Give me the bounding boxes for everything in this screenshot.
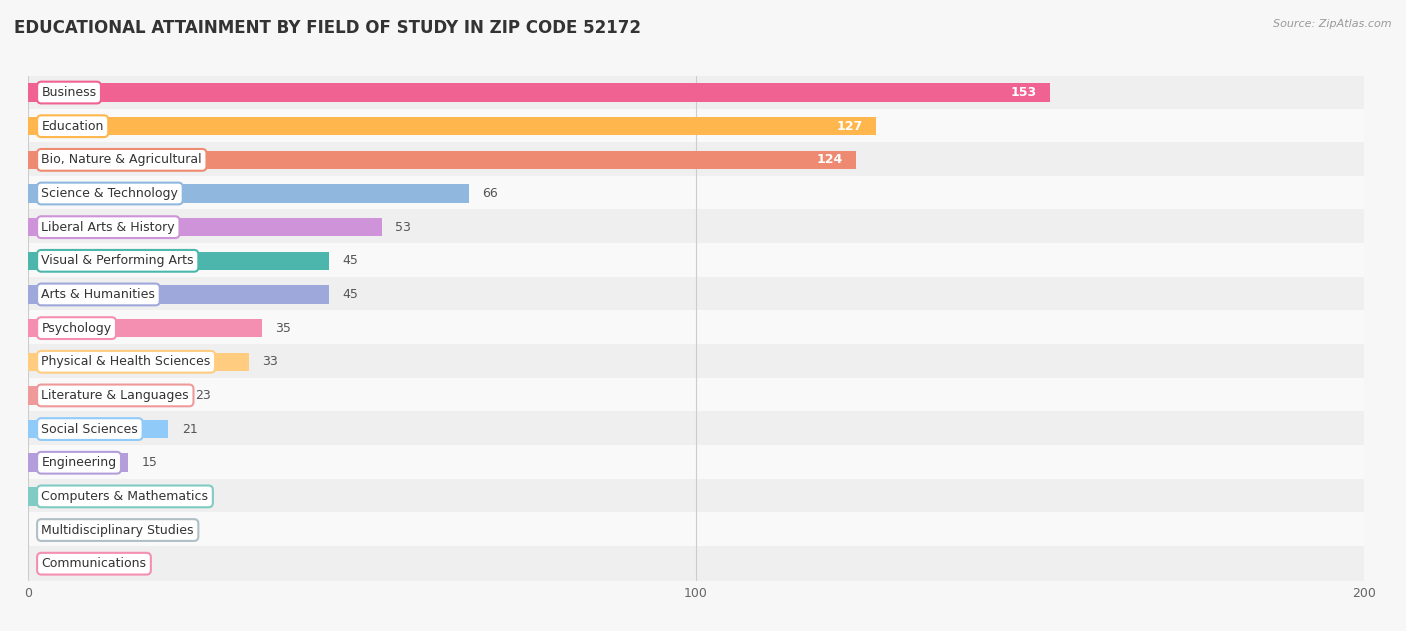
Text: 0: 0 — [42, 557, 49, 570]
Text: Liberal Arts & History: Liberal Arts & History — [42, 221, 176, 233]
Bar — [28, 546, 1364, 581]
Text: 124: 124 — [817, 153, 844, 167]
Text: 23: 23 — [195, 389, 211, 402]
Bar — [28, 142, 1364, 177]
Text: 153: 153 — [1011, 86, 1036, 99]
Text: 33: 33 — [262, 355, 277, 369]
Text: 45: 45 — [342, 288, 359, 301]
Bar — [28, 454, 128, 472]
Bar — [28, 176, 1364, 211]
Text: 127: 127 — [837, 120, 863, 133]
Bar — [28, 252, 329, 270]
Text: Visual & Performing Arts: Visual & Performing Arts — [42, 254, 194, 268]
Bar — [28, 344, 1364, 379]
Text: Physical & Health Sciences: Physical & Health Sciences — [42, 355, 211, 369]
Text: Business: Business — [42, 86, 97, 99]
Bar — [28, 184, 470, 203]
Text: 45: 45 — [342, 254, 359, 268]
Bar — [28, 243, 1364, 278]
Text: Literature & Languages: Literature & Languages — [42, 389, 188, 402]
Text: Engineering: Engineering — [42, 456, 117, 469]
Text: Education: Education — [42, 120, 104, 133]
Bar — [28, 285, 329, 304]
Bar — [28, 445, 1364, 480]
Bar — [28, 353, 249, 371]
Text: 0: 0 — [42, 524, 49, 536]
Text: EDUCATIONAL ATTAINMENT BY FIELD OF STUDY IN ZIP CODE 52172: EDUCATIONAL ATTAINMENT BY FIELD OF STUDY… — [14, 19, 641, 37]
Text: 66: 66 — [482, 187, 498, 200]
Bar — [28, 83, 1050, 102]
Text: 15: 15 — [142, 456, 157, 469]
Text: Bio, Nature & Agricultural: Bio, Nature & Agricultural — [42, 153, 202, 167]
Bar — [28, 117, 876, 136]
Text: Social Sciences: Social Sciences — [42, 423, 138, 435]
Bar — [28, 218, 382, 237]
Bar — [28, 75, 1364, 110]
Bar — [28, 209, 1364, 245]
Text: 14: 14 — [135, 490, 150, 503]
Text: Communications: Communications — [42, 557, 146, 570]
Text: Computers & Mathematics: Computers & Mathematics — [42, 490, 208, 503]
Text: 35: 35 — [276, 322, 291, 334]
Text: Psychology: Psychology — [42, 322, 111, 334]
Bar — [28, 277, 1364, 312]
Text: Arts & Humanities: Arts & Humanities — [42, 288, 155, 301]
Bar — [28, 378, 1364, 413]
Bar — [28, 479, 1364, 514]
Text: 53: 53 — [395, 221, 412, 233]
Bar — [28, 151, 856, 169]
Bar — [28, 319, 262, 338]
Bar — [28, 420, 169, 439]
Bar — [28, 386, 181, 404]
Text: Science & Technology: Science & Technology — [42, 187, 179, 200]
Bar — [28, 487, 122, 505]
Bar — [28, 411, 1364, 447]
Bar — [28, 109, 1364, 144]
Text: 21: 21 — [181, 423, 197, 435]
Text: Multidisciplinary Studies: Multidisciplinary Studies — [42, 524, 194, 536]
Bar — [28, 512, 1364, 548]
Text: Source: ZipAtlas.com: Source: ZipAtlas.com — [1274, 19, 1392, 29]
Bar — [28, 310, 1364, 346]
